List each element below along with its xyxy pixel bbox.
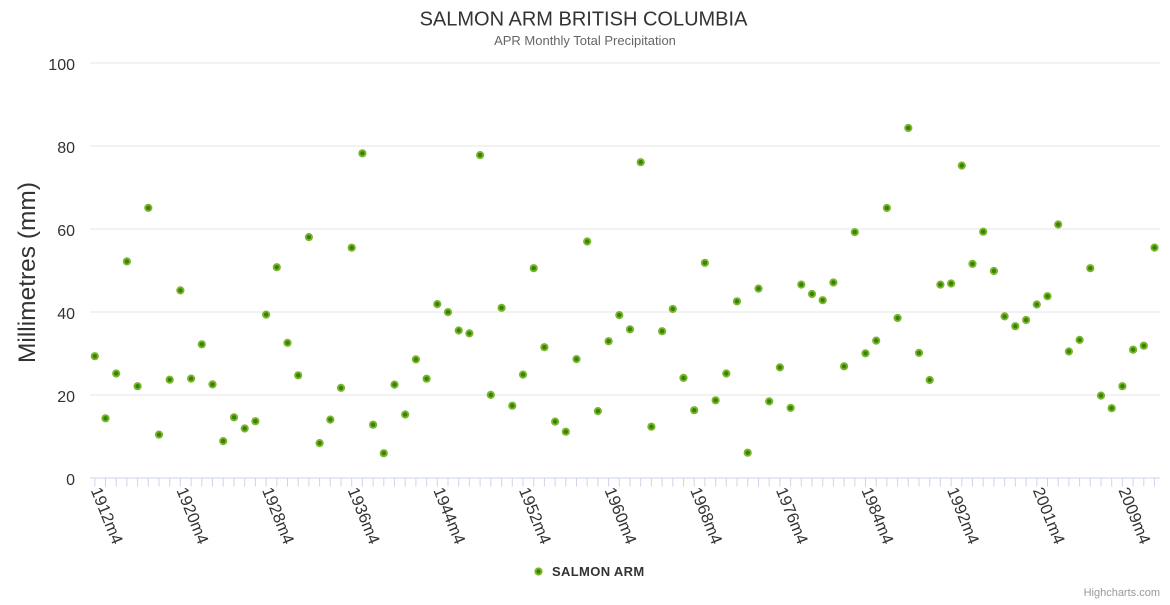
svg-text:0: 0 (66, 472, 75, 489)
svg-text:APR Monthly Total Precipitatio: APR Monthly Total Precipitation (494, 33, 676, 48)
svg-text:100: 100 (48, 57, 75, 74)
svg-text:SALMON ARM BRITISH COLUMBIA: SALMON ARM BRITISH COLUMBIA (420, 9, 748, 31)
svg-text:Millimetres (mm): Millimetres (mm) (14, 182, 41, 363)
svg-text:SALMON ARM: SALMON ARM (552, 564, 645, 579)
svg-text:Highcharts.com: Highcharts.com (1084, 587, 1160, 599)
svg-text:40: 40 (57, 306, 75, 323)
svg-text:80: 80 (57, 140, 75, 157)
svg-text:20: 20 (57, 389, 75, 406)
svg-text:60: 60 (57, 223, 75, 240)
